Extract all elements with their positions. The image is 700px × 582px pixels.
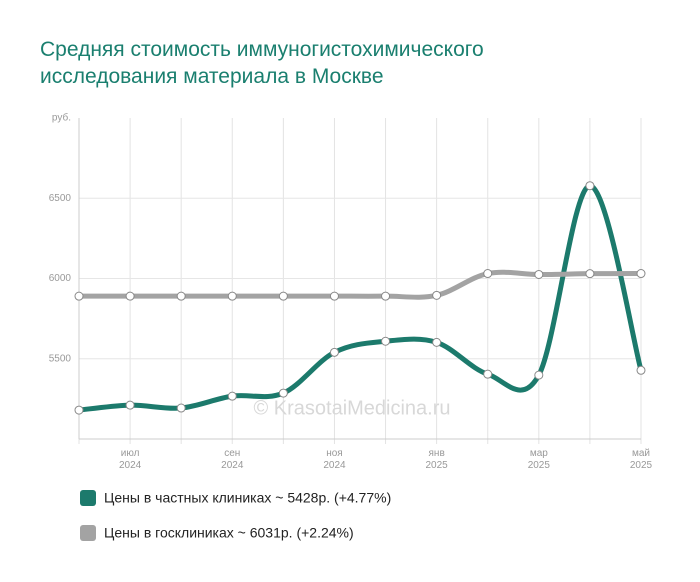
y-tick-label: 5500 bbox=[49, 353, 72, 364]
point bbox=[125, 400, 135, 410]
y-tick-label: 6000 bbox=[49, 273, 72, 284]
point bbox=[534, 269, 544, 279]
chart-title: Средняя стоимость иммуногистохимического… bbox=[40, 38, 484, 88]
point bbox=[534, 370, 544, 380]
point bbox=[636, 365, 646, 375]
legend-swatch bbox=[80, 490, 96, 506]
x-tick-label: янв 2025 bbox=[426, 448, 449, 471]
point bbox=[432, 290, 442, 300]
point bbox=[278, 388, 288, 398]
x-tick-label: мар 2025 bbox=[528, 448, 551, 471]
point bbox=[329, 291, 339, 301]
point bbox=[74, 291, 84, 301]
watermark: © KrasotaiMedicina.ru bbox=[253, 397, 450, 419]
point bbox=[227, 391, 237, 401]
series-line bbox=[79, 269, 642, 300]
point bbox=[483, 269, 493, 279]
x-tick-label: май 2025 bbox=[630, 448, 653, 471]
y-tick-label: руб. bbox=[52, 112, 71, 124]
point bbox=[636, 269, 646, 279]
title-box: Средняя стоимость иммуногистохимического… bbox=[40, 38, 484, 88]
point bbox=[278, 291, 288, 301]
point bbox=[381, 291, 391, 301]
point bbox=[125, 291, 135, 301]
point bbox=[381, 336, 391, 346]
point bbox=[74, 405, 84, 415]
point bbox=[432, 337, 442, 347]
point bbox=[585, 181, 595, 191]
point bbox=[483, 369, 493, 379]
point bbox=[329, 347, 339, 357]
x-tick-label: ноя 2024 bbox=[323, 448, 346, 471]
point bbox=[585, 269, 595, 279]
x-tick-label: сен 2024 bbox=[221, 448, 244, 471]
x-tick-label: июл 2024 bbox=[119, 448, 142, 471]
legend-label: Цены в госклиниках ~ 6031р. (+2.24%) bbox=[104, 525, 354, 541]
point bbox=[227, 291, 237, 301]
y-tick-label: 6500 bbox=[49, 193, 72, 204]
point bbox=[176, 403, 186, 413]
point bbox=[176, 291, 186, 301]
legend-label: Цены в частных клиниках ~ 5428р. (+4.77%… bbox=[104, 490, 391, 506]
legend-swatch bbox=[80, 525, 96, 541]
